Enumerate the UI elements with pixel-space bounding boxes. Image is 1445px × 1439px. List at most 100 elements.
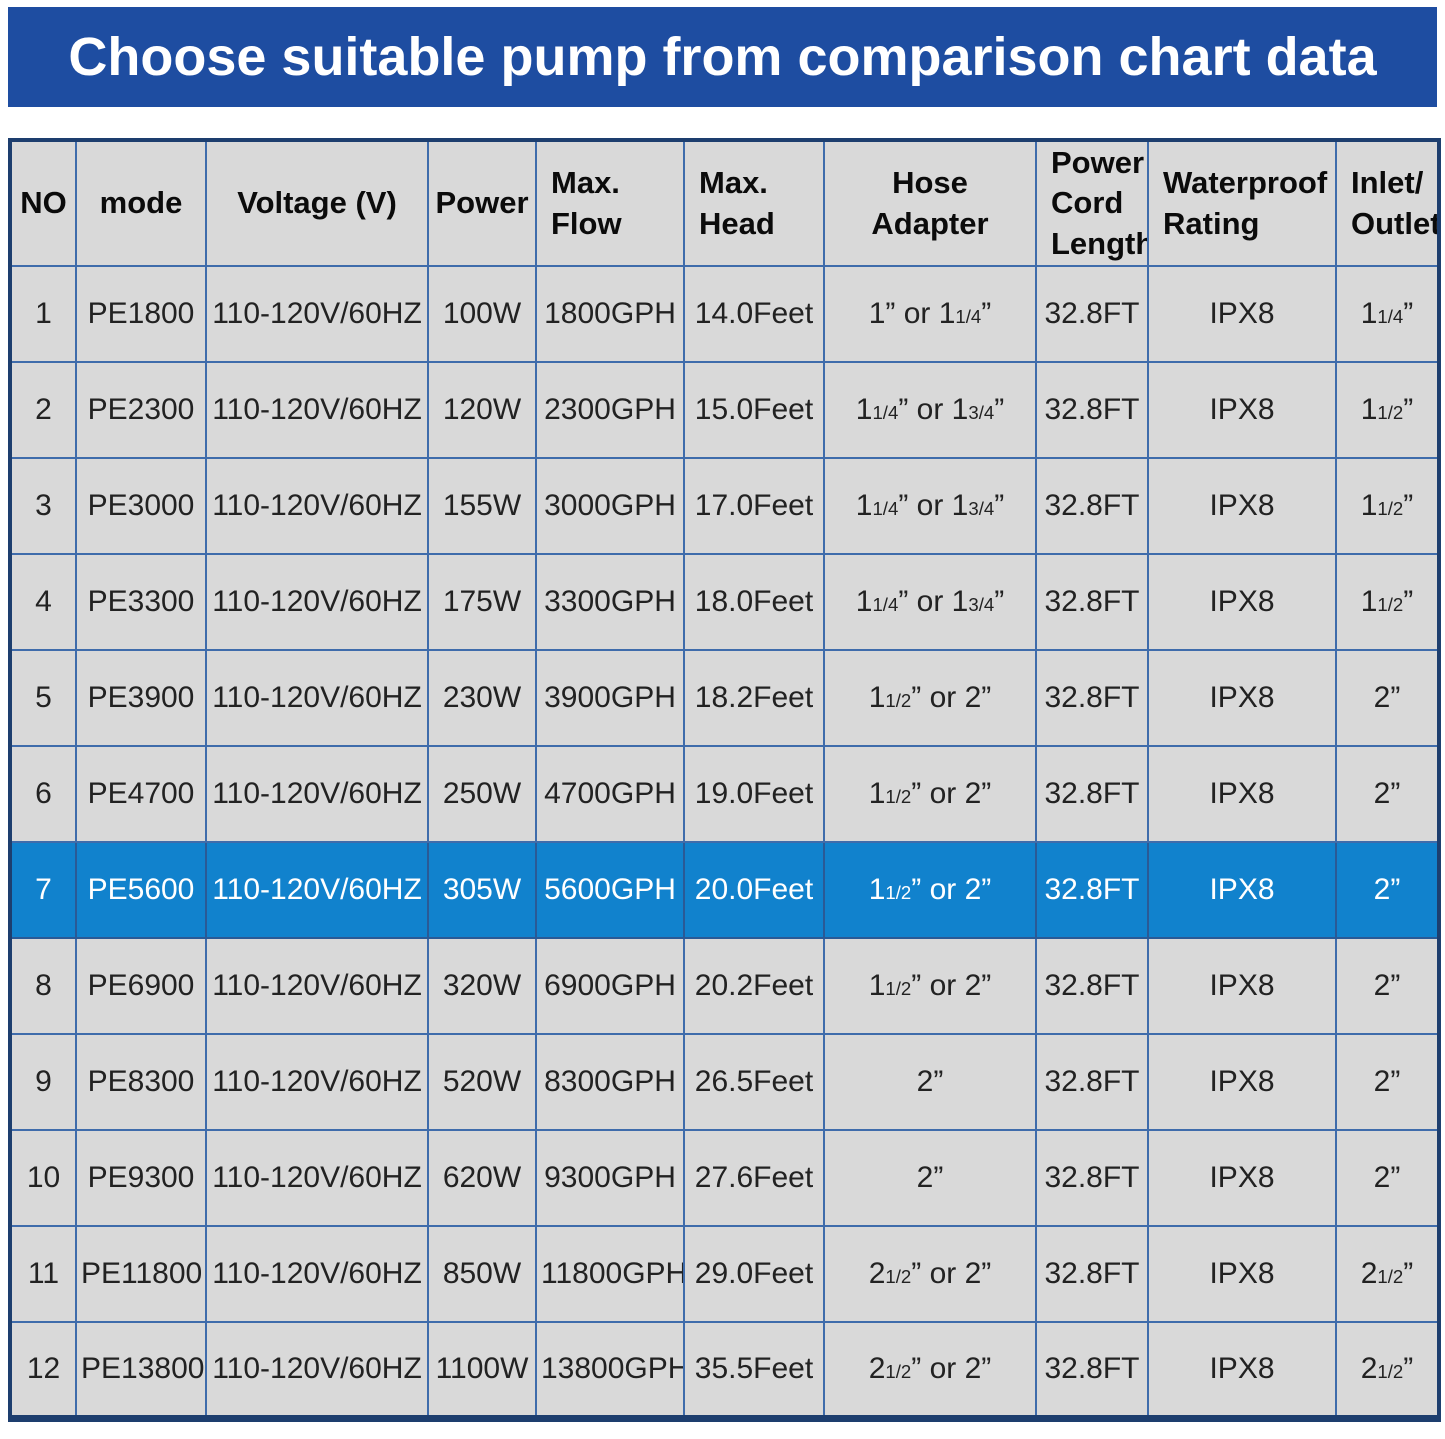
cell-voltage: 110-120V/60HZ [205,1225,429,1323]
banner: Choose suitable pump from comparison cha… [8,7,1437,107]
cell-model: PE1800 [75,265,207,363]
cell-no: 10 [9,1129,77,1227]
cell-no: 2 [9,361,77,459]
column-header-inlet-outlet: Inlet/ Outlet [1335,139,1440,267]
cell-model: PE3000 [75,457,207,555]
cell-power-cord-length: 32.8FT [1035,1225,1149,1323]
cell-inlet-outlet: 2” [1335,937,1440,1035]
cell-max-flow: 11800GPH [535,1225,685,1323]
column-header-model: mode [75,139,207,267]
cell-power: 305W [427,841,537,939]
cell-max-flow: 1800GPH [535,265,685,363]
cell-power: 320W [427,937,537,1035]
cell-power-cord-length: 32.8FT [1035,937,1149,1035]
table-row: 3 PE3000 110-120V/60HZ 155W 3000GPH 17.0Feet 1… [9,457,1440,555]
cell-no: 5 [9,649,77,747]
cell-hose-adapter: 1” or 11/4” [823,265,1037,363]
cell-waterproof-rating: IPX8 [1147,1321,1337,1419]
cell-max-flow: 9300GPH [535,1129,685,1227]
cell-max-flow: 4700GPH [535,745,685,843]
column-header-waterproof-rating: Waterproof Rating [1147,139,1337,267]
cell-waterproof-rating: IPX8 [1147,361,1337,459]
cell-no: 3 [9,457,77,555]
cell-power: 230W [427,649,537,747]
cell-model: PE3300 [75,553,207,651]
cell-power-cord-length: 32.8FT [1035,649,1149,747]
cell-voltage: 110-120V/60HZ [205,361,429,459]
cell-model: PE8300 [75,1033,207,1131]
cell-power-cord-length: 32.8FT [1035,1033,1149,1131]
cell-waterproof-rating: IPX8 [1147,1129,1337,1227]
cell-hose-adapter: 11/2” or 2” [823,649,1037,747]
cell-power: 250W [427,745,537,843]
table-row: 11 PE11800 110-120V/60HZ 850W 11800GPH 29.0Fe… [9,1225,1440,1323]
cell-inlet-outlet: 11/4” [1335,265,1440,363]
table-row: 7 PE5600 110-120V/60HZ 305W 5600GPH 20.0Feet 1… [9,841,1440,939]
cell-no: 11 [9,1225,77,1323]
cell-max-head: 20.0Feet [683,841,825,939]
cell-waterproof-rating: IPX8 [1147,457,1337,555]
cell-hose-adapter: 11/2” or 2” [823,841,1037,939]
cell-model: PE2300 [75,361,207,459]
cell-inlet-outlet: 2” [1335,745,1440,843]
cell-power: 520W [427,1033,537,1131]
cell-max-flow: 6900GPH [535,937,685,1035]
cell-hose-adapter: 11/4” or 13/4” [823,361,1037,459]
column-header-max-head: Max. Head [683,139,825,267]
cell-inlet-outlet: 21/2” [1335,1225,1440,1323]
column-header-hose-adapter: Hose Adapter [823,139,1037,267]
table-row: 2 PE2300 110-120V/60HZ 120W 2300GPH 15.0Feet 1… [9,361,1440,459]
cell-max-flow: 3000GPH [535,457,685,555]
cell-waterproof-rating: IPX8 [1147,841,1337,939]
cell-max-head: 29.0Feet [683,1225,825,1323]
cell-no: 7 [9,841,77,939]
cell-no: 1 [9,265,77,363]
cell-hose-adapter: 11/4” or 13/4” [823,553,1037,651]
cell-model: PE13800 [75,1321,207,1419]
cell-voltage: 110-120V/60HZ [205,841,429,939]
cell-inlet-outlet: 2” [1335,649,1440,747]
cell-inlet-outlet: 11/2” [1335,553,1440,651]
cell-waterproof-rating: IPX8 [1147,553,1337,651]
table-row: 8 PE6900 110-120V/60HZ 320W 6900GPH 20.2Feet 1… [9,937,1440,1035]
cell-hose-adapter: 21/2” or 2” [823,1225,1037,1323]
cell-max-head: 27.6Feet [683,1129,825,1227]
cell-max-head: 18.0Feet [683,553,825,651]
column-header-power: Power [427,139,537,267]
cell-max-flow: 2300GPH [535,361,685,459]
cell-max-flow: 5600GPH [535,841,685,939]
cell-power-cord-length: 32.8FT [1035,841,1149,939]
cell-waterproof-rating: IPX8 [1147,1033,1337,1131]
pump-comparison-table: NO mode Voltage (V) Power Max. Flow Max. Head… [8,138,1441,1422]
cell-max-head: 20.2Feet [683,937,825,1035]
cell-waterproof-rating: IPX8 [1147,745,1337,843]
cell-no: 9 [9,1033,77,1131]
column-header-power-cord-length: Power Cord Length [1035,139,1149,267]
cell-power-cord-length: 32.8FT [1035,745,1149,843]
cell-max-flow: 13800GPH [535,1321,685,1419]
cell-model: PE4700 [75,745,207,843]
table-row: 6 PE4700 110-120V/60HZ 250W 4700GPH 19.0Feet 1… [9,745,1440,843]
cell-power: 155W [427,457,537,555]
cell-waterproof-rating: IPX8 [1147,937,1337,1035]
header-row: NO mode Voltage (V) Power Max. Flow Max. Head… [9,139,1440,267]
cell-no: 6 [9,745,77,843]
table-row: 10 PE9300 110-120V/60HZ 620W 9300GPH 27.6Feet… [9,1129,1440,1227]
cell-inlet-outlet: 11/2” [1335,361,1440,459]
cell-hose-adapter: 21/2” or 2” [823,1321,1037,1419]
cell-voltage: 110-120V/60HZ [205,1321,429,1419]
cell-no: 12 [9,1321,77,1419]
cell-power: 120W [427,361,537,459]
cell-power-cord-length: 32.8FT [1035,265,1149,363]
cell-model: PE11800 [75,1225,207,1323]
table-row: 9 PE8300 110-120V/60HZ 520W 8300GPH 26.5Feet 2… [9,1033,1440,1131]
column-header-max-flow: Max. Flow [535,139,685,267]
table-row: 1 PE1800 110-120V/60HZ 100W 1800GPH 14.0Feet 1… [9,265,1440,363]
cell-voltage: 110-120V/60HZ [205,553,429,651]
cell-inlet-outlet: 2” [1335,1129,1440,1227]
cell-max-head: 15.0Feet [683,361,825,459]
cell-inlet-outlet: 2” [1335,841,1440,939]
cell-voltage: 110-120V/60HZ [205,1033,429,1131]
cell-model: PE5600 [75,841,207,939]
cell-inlet-outlet: 2” [1335,1033,1440,1131]
